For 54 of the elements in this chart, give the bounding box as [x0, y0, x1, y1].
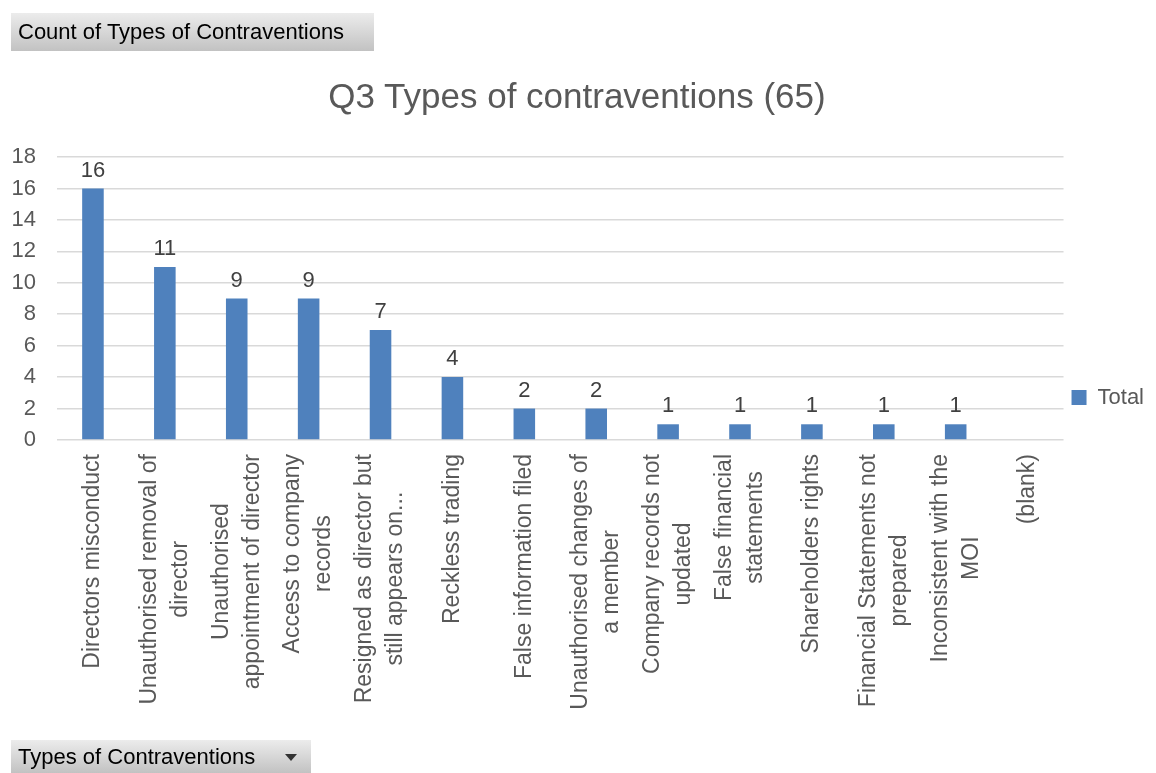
data-label: 1 [949, 392, 962, 418]
x-tick-label: (blank) [1012, 454, 1039, 525]
x-tick-label: Shareholders rights [797, 453, 824, 654]
y-tick-label: 0 [23, 426, 36, 452]
x-tick-label: Unauthorised changes of a member [566, 453, 624, 710]
y-tick-label: 8 [23, 300, 36, 326]
y-tick-label: 12 [11, 237, 36, 263]
x-tick-label: Access to company records [278, 453, 336, 654]
data-label: 16 [80, 156, 106, 182]
data-label: 1 [661, 392, 675, 418]
x-tick-label: Inconsistent with the MOI [925, 453, 983, 663]
x-tick-label: Reckless trading [437, 453, 464, 625]
data-label: 1 [877, 392, 890, 418]
y-tick-label: 6 [23, 331, 36, 357]
bar [441, 377, 464, 440]
x-tick-label: False financial statements [709, 453, 767, 602]
bar [801, 424, 823, 440]
x-tick-label: Directors misconduct [78, 453, 105, 669]
data-label: 1 [733, 392, 747, 418]
data-label: 9 [302, 266, 315, 292]
text: Types of Contraventions [18, 743, 256, 770]
y-tick-label: 14 [11, 205, 36, 231]
bar [297, 298, 320, 440]
y-tick-label: 18 [11, 143, 36, 169]
y-tick-label: 4 [23, 363, 36, 389]
y-tick-label: 2 [23, 394, 36, 420]
text: Count of Types of Contraventions [18, 19, 345, 45]
bar [225, 298, 248, 440]
data-label: 4 [446, 345, 459, 371]
x-tick-label: Unauthorised removal of director [134, 453, 192, 705]
bar [154, 267, 176, 440]
bar [873, 424, 895, 440]
data-label: 2 [518, 376, 531, 402]
data-label: 9 [230, 266, 243, 292]
data-label: 2 [590, 376, 603, 402]
data-label: 1 [805, 392, 819, 418]
bar [657, 424, 679, 440]
bar [513, 408, 536, 440]
y-tick-label: 16 [11, 174, 36, 200]
bar [729, 424, 751, 440]
bar [82, 188, 104, 440]
y-tick-label: 10 [11, 268, 36, 294]
legend-label: Total [1097, 383, 1145, 409]
bar [585, 408, 607, 440]
bar [369, 329, 392, 440]
x-tick-label: Company records not updated [637, 453, 695, 674]
x-tick-label: Financial Statements not prepared [853, 453, 911, 708]
bar [944, 424, 967, 440]
data-label: 11 [153, 235, 177, 261]
data-label: 7 [374, 298, 387, 324]
x-tick-label: Resigned as director but still appears on... [350, 453, 408, 704]
x-tick-label: False information filed [509, 454, 536, 679]
chart-title: Q3 Types of contraventions (65) [328, 75, 826, 115]
x-tick-label: Unauthorised appointment of director [206, 453, 264, 690]
